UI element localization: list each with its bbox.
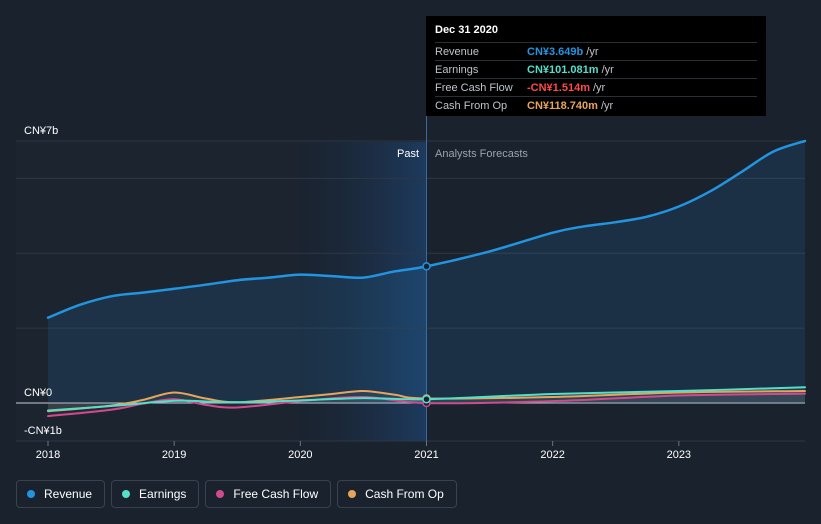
cfo-line bbox=[47, 389, 806, 413]
cash-from-op-dot-icon bbox=[348, 490, 357, 498]
legend-item-earnings[interactable]: Earnings bbox=[111, 480, 200, 508]
tooltip-value: CN¥101.081m bbox=[527, 63, 599, 76]
legend-label: Revenue bbox=[44, 487, 93, 501]
tooltip-label: Cash From Op bbox=[435, 99, 508, 112]
tooltip-date: Dec 31 2020 bbox=[435, 24, 498, 36]
legend-item-free-cash-flow[interactable]: Free Cash Flow bbox=[205, 480, 332, 508]
tooltip-label: Earnings bbox=[435, 63, 479, 76]
y-axis-bottom-label: -CN¥1b bbox=[24, 425, 62, 437]
x-tick-label: 2020 bbox=[288, 449, 312, 461]
tooltip-value: CN¥118.740m bbox=[527, 99, 598, 112]
legend-item-revenue[interactable]: Revenue bbox=[16, 480, 106, 508]
revenue-line bbox=[46, 139, 807, 319]
earnings-line bbox=[47, 386, 806, 412]
x-tick-label: 2019 bbox=[162, 449, 186, 461]
tooltip-row-earnings: Earnings CN¥101.081m /yr bbox=[435, 60, 757, 78]
tooltip-row-cash-from-op: Cash From Op CN¥118.740m /yr bbox=[435, 96, 757, 114]
revenue-marker bbox=[422, 262, 431, 271]
data-tooltip: Dec 31 2020 Revenue CN¥3.649b /yr Earnin… bbox=[426, 16, 766, 116]
x-axis-ticks: 2018 2019 2020 2021 2022 2023 bbox=[36, 441, 691, 461]
tooltip-value: CN¥3.649b bbox=[527, 45, 584, 58]
y-axis-zero-label: CN¥0 bbox=[24, 387, 52, 399]
legend-item-cash-from-op[interactable]: Cash From Op bbox=[337, 480, 457, 508]
free-cash-flow-dot-icon bbox=[216, 490, 225, 498]
hover-markers bbox=[422, 262, 431, 408]
tooltip-value: -CN¥1.514m bbox=[527, 81, 590, 94]
x-tick-label: 2018 bbox=[36, 449, 60, 461]
legend-label: Free Cash Flow bbox=[233, 487, 319, 501]
past-region-label: Past bbox=[397, 148, 419, 160]
legend-label: Earnings bbox=[139, 487, 187, 501]
y-axis-top-label: CN¥7b bbox=[24, 125, 58, 137]
earnings-dot-icon bbox=[122, 490, 131, 498]
series-lines bbox=[46, 139, 807, 418]
earnings-marker bbox=[422, 394, 431, 404]
tooltip-row-free-cash-flow: Free Cash Flow -CN¥1.514m /yr bbox=[435, 78, 757, 96]
legend-label: Cash From Op bbox=[365, 487, 444, 501]
x-tick-label: 2023 bbox=[667, 449, 691, 461]
tooltip-label: Free Cash Flow bbox=[435, 81, 513, 94]
tooltip-row-revenue: Revenue CN¥3.649b /yr bbox=[435, 42, 757, 60]
tooltip-unit: /yr bbox=[600, 99, 614, 112]
tooltip-label: Revenue bbox=[435, 45, 480, 58]
revenue-dot-icon bbox=[27, 490, 35, 498]
x-tick-label: 2021 bbox=[414, 449, 438, 461]
forecast-region-label: Analysts Forecasts bbox=[435, 148, 528, 160]
tooltip-unit: /yr bbox=[586, 45, 599, 58]
chart-legend: Revenue Earnings Free Cash Flow Cash Fro… bbox=[16, 480, 457, 508]
x-tick-label: 2022 bbox=[540, 449, 564, 461]
tooltip-unit: /yr bbox=[601, 63, 614, 76]
tooltip-unit: /yr bbox=[592, 81, 606, 94]
